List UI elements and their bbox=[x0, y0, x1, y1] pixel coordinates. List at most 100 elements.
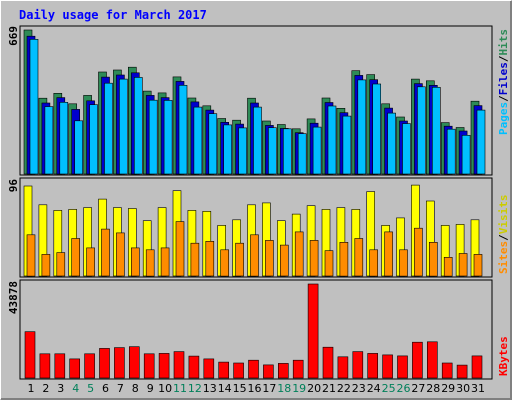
ymax-label-hits: 669 bbox=[7, 26, 20, 46]
bar-kbytes-day-18 bbox=[277, 363, 289, 379]
bar-kbytes-day-1 bbox=[24, 331, 36, 379]
bar-kbytes-day-14 bbox=[218, 361, 229, 379]
bar-pages-day-5 bbox=[89, 104, 98, 175]
bar-pages-day-22 bbox=[342, 115, 352, 175]
bar-pages-day-6 bbox=[104, 82, 113, 175]
x-tick-label-day-18: 18 bbox=[277, 382, 291, 395]
legend-kbytes: KBytes bbox=[497, 336, 510, 376]
panel-frame-kbytes bbox=[19, 279, 493, 380]
bar-sites-day-12 bbox=[190, 242, 200, 277]
bar-sites-day-21 bbox=[324, 250, 334, 277]
bar-sites-day-30 bbox=[458, 253, 468, 277]
bar-kbytes-day-9 bbox=[143, 353, 155, 379]
bar-pages-day-30 bbox=[461, 135, 471, 175]
x-tick-label-day-6: 6 bbox=[102, 382, 109, 395]
x-tick-label-day-15: 15 bbox=[233, 382, 247, 395]
x-tick-label-day-16: 16 bbox=[248, 382, 262, 395]
legend-kbytes-group: KBytes bbox=[497, 336, 510, 376]
x-tick-label-day-3: 3 bbox=[57, 382, 64, 395]
x-tick-label-day-9: 9 bbox=[147, 382, 154, 395]
bar-kbytes-day-7 bbox=[114, 347, 125, 379]
x-tick-label-day-17: 17 bbox=[262, 382, 276, 395]
bar-kbytes-day-19 bbox=[292, 359, 304, 379]
bar-sites-day-24 bbox=[369, 249, 379, 277]
x-tick-label-day-21: 21 bbox=[322, 382, 336, 395]
x-tick-label-day-11: 11 bbox=[173, 382, 187, 395]
bar-kbytes-day-3 bbox=[54, 353, 66, 379]
bars-layer bbox=[23, 29, 486, 379]
bar-pages-day-31 bbox=[476, 109, 486, 175]
bar-kbytes-day-12 bbox=[188, 355, 200, 379]
x-tick-label-day-22: 22 bbox=[337, 382, 351, 395]
bar-kbytes-day-15 bbox=[233, 362, 244, 379]
bar-pages-day-11 bbox=[178, 85, 188, 175]
bar-pages-day-28 bbox=[431, 87, 441, 175]
bar-sites-day-2 bbox=[41, 254, 51, 277]
bar-sites-day-11 bbox=[175, 221, 185, 277]
bar-pages-day-27 bbox=[417, 86, 426, 175]
legend-visits-sites: Sites/Visits bbox=[497, 195, 510, 275]
bar-kbytes-day-2 bbox=[39, 353, 51, 379]
bar-kbytes-day-21 bbox=[322, 346, 334, 379]
legend-sep-1: / bbox=[497, 95, 510, 102]
x-tick-label-day-25: 25 bbox=[382, 382, 396, 395]
bar-kbytes-day-17 bbox=[263, 364, 274, 379]
bar-sites-day-17 bbox=[265, 240, 274, 277]
legend-hits: Hits bbox=[497, 29, 510, 56]
bar-kbytes-day-25 bbox=[382, 354, 393, 379]
legend-files: Files bbox=[497, 62, 510, 95]
x-tick-label-day-30: 30 bbox=[456, 382, 470, 395]
bar-pages-day-8 bbox=[134, 77, 143, 175]
bar-sites-day-8 bbox=[131, 247, 140, 277]
bar-sites-day-19 bbox=[294, 231, 304, 277]
bar-pages-day-20 bbox=[312, 126, 322, 175]
bar-sites-day-3 bbox=[56, 252, 66, 277]
legend-pages: Pages bbox=[497, 102, 510, 135]
bar-kbytes-day-27 bbox=[412, 341, 423, 379]
bar-sites-day-27 bbox=[414, 227, 423, 277]
bar-kbytes-day-29 bbox=[441, 362, 453, 379]
bar-sites-day-4 bbox=[71, 238, 80, 277]
x-tick-label-day-26: 26 bbox=[397, 382, 411, 395]
bar-kbytes-day-26 bbox=[397, 355, 408, 379]
legend-hits-files-pages: Pages/Files/Hits bbox=[497, 29, 510, 135]
bar-pages-day-21 bbox=[327, 105, 337, 175]
bar-sites-day-14 bbox=[220, 249, 229, 277]
ymax-label-visits: 96 bbox=[7, 179, 20, 193]
x-tick-label-day-5: 5 bbox=[87, 382, 94, 395]
bar-pages-day-3 bbox=[59, 102, 69, 175]
bar-kbytes-day-31 bbox=[471, 355, 483, 379]
x-tick-label-day-7: 7 bbox=[117, 382, 124, 395]
bar-sites-day-13 bbox=[205, 241, 215, 277]
bar-kbytes-day-16 bbox=[248, 359, 259, 379]
bar-pages-day-18 bbox=[282, 128, 292, 175]
bar-kbytes-day-11 bbox=[173, 351, 185, 379]
bar-kbytes-day-6 bbox=[99, 348, 110, 379]
bar-pages-day-7 bbox=[119, 78, 128, 175]
ymax-label-kbytes: 43878 bbox=[7, 281, 20, 314]
bar-sites-day-6 bbox=[101, 228, 110, 277]
bar-pages-day-16 bbox=[253, 106, 262, 175]
x-tick-label-day-12: 12 bbox=[188, 382, 202, 395]
bar-sites-day-22 bbox=[339, 242, 349, 277]
bar-sites-day-31 bbox=[473, 254, 483, 277]
bar-sites-day-5 bbox=[86, 247, 95, 277]
x-tick-label-day-29: 29 bbox=[441, 382, 455, 395]
x-tick-label-day-24: 24 bbox=[367, 382, 381, 395]
bar-sites-day-20 bbox=[309, 240, 319, 277]
panel-frame-hits bbox=[19, 25, 493, 176]
bar-pages-day-15 bbox=[238, 127, 247, 175]
bar-pages-day-14 bbox=[223, 124, 232, 175]
bar-kbytes-day-30 bbox=[456, 364, 468, 379]
legend-sites: Sites bbox=[497, 241, 510, 274]
bar-pages-day-2 bbox=[44, 106, 54, 175]
x-tick-label-day-4: 4 bbox=[72, 382, 79, 395]
x-tick-label-day-1: 1 bbox=[28, 382, 35, 395]
x-axis-labels: 1 2 3 4 5 6 7 8 9 10 11 12 13 14 15 16 17 18 19 20 21 22 23 24 2… bbox=[28, 382, 486, 395]
chart-title: Daily usage for March 2017 bbox=[19, 8, 207, 22]
bar-pages-day-9 bbox=[148, 99, 158, 175]
bar-kbytes-day-22 bbox=[337, 356, 349, 379]
x-tick-label-day-8: 8 bbox=[132, 382, 139, 395]
